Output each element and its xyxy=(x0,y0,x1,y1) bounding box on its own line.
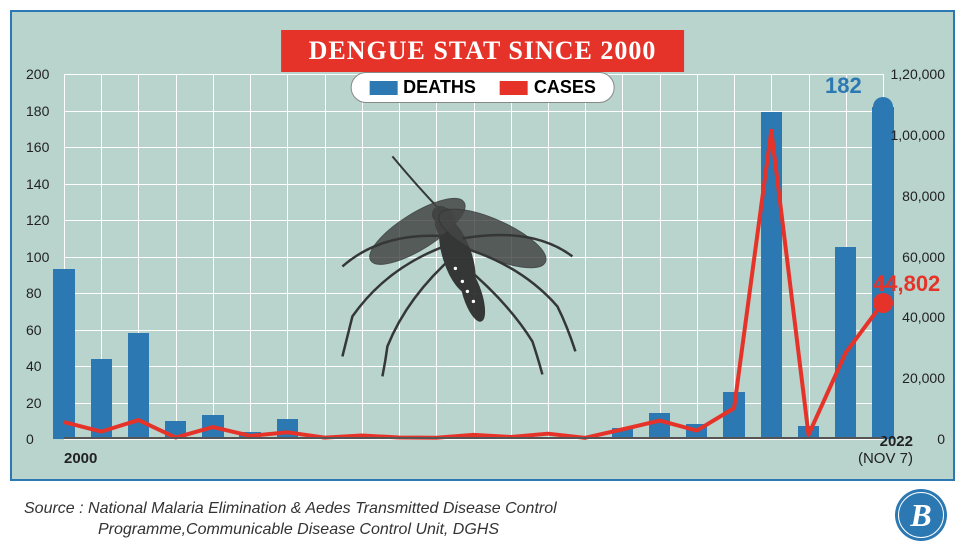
y-left-tick: 20 xyxy=(26,395,42,411)
y-left-tick: 140 xyxy=(26,176,49,192)
y-right-tick: 60,000 xyxy=(902,249,945,265)
legend-label-deaths: DEATHS xyxy=(403,77,476,98)
chart-panel: DENGUE STAT SINCE 2000 DEATHS CASES 2000… xyxy=(10,10,955,481)
legend-cases: CASES xyxy=(500,77,596,98)
legend-label-cases: CASES xyxy=(534,77,596,98)
y-right-tick: 1,00,000 xyxy=(891,127,946,143)
y-left-tick: 180 xyxy=(26,103,49,119)
cases-line xyxy=(64,74,883,439)
legend-swatch-cases xyxy=(500,81,528,95)
callout-deaths: 182 xyxy=(825,73,862,99)
chart-title: DENGUE STAT SINCE 2000 xyxy=(281,30,685,72)
x-label-end-year: 2022 xyxy=(880,433,913,450)
legend-deaths: DEATHS xyxy=(369,77,476,98)
y-left-tick: 120 xyxy=(26,212,49,228)
legend-swatch-deaths xyxy=(369,81,397,95)
y-right-tick: 40,000 xyxy=(902,309,945,325)
callout-cases: 44,802 xyxy=(873,271,940,297)
y-left-tick: 80 xyxy=(26,285,42,301)
y-right-tick: 0 xyxy=(937,431,945,447)
y-right-tick: 20,000 xyxy=(902,370,945,386)
infographic-root: { "title": "DENGUE STAT SINCE 2000", "le… xyxy=(0,0,965,551)
source-text: Source : National Malaria Elimination & … xyxy=(24,499,557,541)
x-axis-line xyxy=(64,437,883,439)
y-right-tick: 80,000 xyxy=(902,188,945,204)
source-line2: Programme,Communicable Disease Control U… xyxy=(24,521,499,538)
source-line1: Source : National Malaria Elimination & … xyxy=(24,500,557,517)
y-left-tick: 0 xyxy=(26,431,34,447)
y-left-tick: 160 xyxy=(26,139,49,155)
x-label-start: 2000 xyxy=(64,450,97,467)
y-left-tick: 40 xyxy=(26,358,42,374)
x-label-end-note: (NOV 7) xyxy=(858,450,913,467)
plot-area xyxy=(64,74,883,439)
y-left-tick: 200 xyxy=(26,66,49,82)
y-left-tick: 60 xyxy=(26,322,42,338)
y-right-tick: 1,20,000 xyxy=(891,66,946,82)
publisher-logo: B xyxy=(895,489,947,541)
y-left-tick: 100 xyxy=(26,249,49,265)
marker-deaths-end xyxy=(873,97,893,117)
legend: DEATHS CASES xyxy=(350,72,615,103)
